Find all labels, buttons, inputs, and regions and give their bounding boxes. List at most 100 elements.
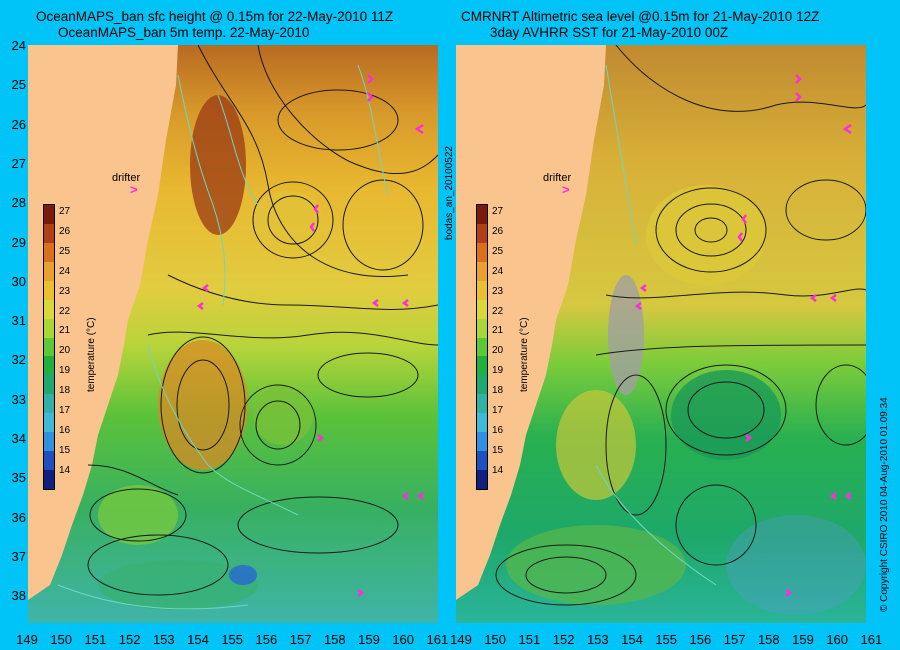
left-title-line1: OceanMAPS_ban sfc height @ 0.15m for 22-… — [36, 9, 394, 24]
lon-tick-label: 160 — [392, 632, 415, 647]
lat-tick-label: 38 — [11, 588, 26, 604]
colorbar-tick-label: 20 — [59, 345, 71, 357]
colorbar-segment — [44, 242, 54, 263]
colorbar-segment — [477, 337, 487, 357]
colorbar-tick-label: 16 — [59, 424, 71, 436]
lon-tick-label: 159 — [358, 632, 380, 647]
lat-tick-label: 30 — [11, 273, 26, 289]
lon-tick-label: 159 — [792, 632, 814, 647]
colorbar-tick-label: 23 — [492, 285, 504, 297]
colorbar-segment — [477, 470, 487, 490]
colorbar-tick-label: 19 — [59, 365, 71, 377]
colorbar-title: temperature (°C) — [86, 317, 97, 392]
lon-tick-label: 150 — [484, 632, 507, 647]
lat-tick-label: 36 — [11, 509, 26, 525]
colorbar-tick-label: 24 — [492, 265, 504, 277]
copyright-label: © Copyright CSIRO 2010 04-Aug-2010 01:09… — [879, 397, 890, 612]
colorbar-segment — [477, 242, 487, 263]
colorbar-segment — [477, 413, 487, 433]
colorbar-segment — [477, 318, 487, 339]
colorbar-tick-label: 25 — [59, 245, 71, 257]
lon-tick-label: 157 — [289, 632, 312, 647]
colorbar-segment — [44, 394, 54, 414]
colorbar-segment — [44, 280, 54, 301]
lon-tick-label: 149 — [450, 632, 472, 647]
colorbar-segment — [44, 261, 54, 282]
lon-tick-label: 152 — [118, 632, 141, 647]
colorbar-tick-label: 25 — [492, 245, 504, 257]
colorbar-tick-label: 21 — [59, 325, 71, 337]
colorbar-tick-label: 14 — [492, 464, 504, 476]
colorbar-tick-label: 22 — [59, 305, 71, 317]
right-title-line2: 3day AVHRR SST for 21-May-2010 00Z — [490, 25, 729, 40]
colorbar-tick-label: 15 — [59, 444, 71, 456]
colorbar-segment — [44, 432, 54, 452]
right-title-line1: CMRNRT Altimetric sea level @0.15m for 2… — [461, 9, 820, 24]
left-title-line2: OceanMAPS_ban 5m temp. 22-May-2010 — [58, 25, 310, 40]
colorbar-tick-label: 18 — [59, 385, 71, 397]
colorbar-segment — [44, 356, 54, 376]
colorbar-segment — [44, 413, 54, 433]
colorbar-tick-label: 21 — [492, 325, 504, 337]
colorbar-segment — [44, 337, 54, 357]
colorbar-segment — [44, 375, 54, 395]
lon-tick-label: 154 — [621, 632, 643, 647]
colorbar-tick-label: 14 — [59, 464, 71, 476]
colorbar-segment — [477, 223, 487, 244]
lat-tick-label: 27 — [11, 155, 26, 171]
lat-tick-label: 33 — [11, 391, 26, 407]
colorbar-tick-label: 26 — [59, 225, 71, 237]
colorbar-segment — [477, 375, 487, 395]
lat-tick-label: 34 — [11, 431, 26, 446]
lon-tick-label: 155 — [655, 632, 678, 647]
lon-tick-label: 158 — [323, 632, 346, 647]
lon-tick-label: 150 — [50, 632, 73, 647]
run-id-label: bodas_an_20100522 — [444, 146, 455, 240]
colorbar-tick-label: 22 — [492, 305, 504, 317]
lon-tick-label: 155 — [221, 632, 244, 647]
lon-tick-label: 157 — [723, 632, 746, 647]
lon-tick-label: 153 — [586, 632, 609, 647]
lon-tick-label: 158 — [757, 632, 780, 647]
colorbar-tick-label: 20 — [492, 345, 504, 357]
lon-tick-label: 153 — [152, 632, 175, 647]
lon-tick-label: 154 — [187, 632, 209, 647]
colorbar-segment — [477, 299, 487, 320]
lon-tick-label: 151 — [518, 632, 541, 647]
drifter-label-left: drifter — [112, 172, 141, 184]
colorbar-segment — [44, 205, 54, 225]
colorbar-segment — [477, 356, 487, 376]
drifter-marker-left: > — [130, 182, 138, 197]
colorbar-frame — [476, 204, 488, 490]
colorbar-segment — [44, 451, 54, 471]
lon-tick-label: 161 — [860, 632, 883, 647]
lat-tick-label: 25 — [11, 77, 26, 93]
colorbar-tick-label: 18 — [492, 385, 504, 397]
colorbar-tick-label: 17 — [59, 405, 71, 416]
lat-tick-label: 31 — [11, 313, 26, 329]
lat-tick-label: 24 — [11, 38, 26, 53]
lat-tick-label: 37 — [11, 548, 26, 564]
lon-tick-label: 156 — [255, 632, 278, 647]
colorbar-frame — [43, 204, 55, 490]
lat-tick-label: 29 — [11, 234, 26, 250]
colorbar-tick-label: 19 — [492, 365, 504, 377]
lon-tick-label: 149 — [16, 632, 38, 647]
colorbar-segment — [477, 432, 487, 452]
lon-tick-label: 152 — [552, 632, 575, 647]
lat-tick-label: 32 — [11, 352, 26, 368]
colorbar-segment — [477, 394, 487, 414]
colorbar-segment — [477, 205, 487, 225]
colorbar-tick-label: 27 — [492, 206, 504, 217]
lon-tick-label: 156 — [689, 632, 712, 647]
drifter-marker-right: > — [562, 182, 570, 197]
colorbar-segment — [44, 470, 54, 490]
lat-tick-label: 35 — [11, 470, 26, 486]
colorbar-tick-label: 17 — [492, 405, 504, 416]
colorbar-segment — [477, 280, 487, 301]
colorbar-segment — [44, 299, 54, 320]
left-model-map — [28, 45, 438, 623]
colorbar-tick-label: 24 — [59, 265, 71, 277]
colorbar-segment — [477, 261, 487, 282]
right-observation-map — [456, 45, 866, 623]
